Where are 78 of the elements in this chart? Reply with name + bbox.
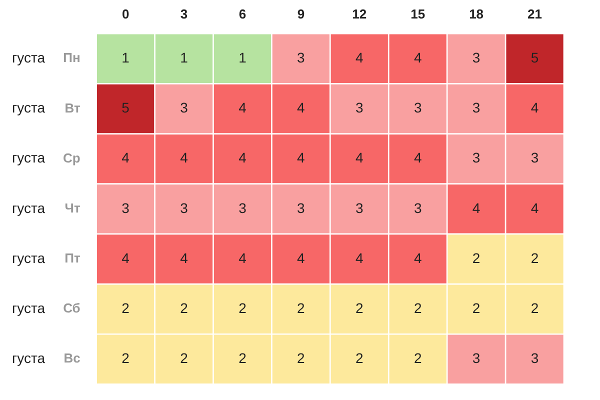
data-label: 3: [297, 50, 306, 66]
data-label: 1: [122, 50, 130, 66]
data-label: 4: [180, 250, 188, 266]
x-tick-label: 15: [410, 6, 426, 22]
data-label: 2: [122, 300, 130, 316]
data-label: 4: [122, 250, 130, 266]
y2-tick-label: Ср: [62, 150, 80, 166]
data-label: 4: [297, 150, 306, 166]
data-label: 2: [355, 300, 364, 316]
data-label: 4: [530, 200, 539, 216]
data-label: 3: [472, 150, 480, 166]
data-label: 3: [472, 50, 480, 66]
y-tick-label: густа: [12, 200, 46, 216]
data-label: 2: [238, 300, 247, 316]
data-label: 4: [297, 250, 306, 266]
y-tick-label: густа: [12, 100, 46, 116]
y2-tick-label: Сб: [63, 300, 80, 316]
data-label: 4: [472, 200, 480, 216]
data-label: 2: [122, 350, 130, 366]
y-tick-label: густа: [12, 150, 46, 166]
data-label: 3: [355, 200, 364, 216]
y2-tick-label: Пт: [64, 250, 80, 266]
y-tick-label: густа: [12, 300, 46, 316]
x-tick-label: 3: [180, 6, 188, 22]
y-tick-label: густа: [12, 350, 46, 366]
data-label: 2: [355, 350, 364, 366]
data-label: 4: [238, 100, 247, 116]
y-tick-label: густа: [12, 250, 46, 266]
data-label: 1: [238, 50, 247, 66]
y2-tick-label: Вс: [64, 350, 80, 366]
data-label: 2: [180, 300, 188, 316]
data-label: 4: [530, 100, 539, 116]
data-label: 4: [297, 100, 306, 116]
data-label: 4: [122, 150, 130, 166]
data-label: 2: [414, 300, 422, 316]
data-label: 3: [414, 200, 422, 216]
y2-tick-label: Пн: [63, 50, 80, 66]
data-label: 3: [180, 100, 188, 116]
data-label: 4: [238, 150, 247, 166]
data-label: 4: [355, 150, 364, 166]
x-tick-label: 6: [238, 6, 246, 22]
data-label: 2: [297, 300, 306, 316]
x-tick-label: 21: [528, 6, 542, 22]
data-label: 2: [530, 300, 539, 316]
data-label: 3: [530, 350, 539, 366]
x-tick-label: 9: [297, 6, 305, 22]
data-label: 3: [355, 100, 364, 116]
data-label: 3: [180, 200, 188, 216]
data-label: 3: [122, 200, 130, 216]
data-label: 2: [297, 350, 306, 366]
data-label: 5: [122, 100, 130, 116]
data-label: 2: [414, 350, 422, 366]
x-tick-label: 12: [352, 6, 367, 22]
data-label: 4: [355, 50, 364, 66]
data-label: 3: [238, 200, 247, 216]
x-tick-label: 18: [469, 6, 484, 22]
data-label: 4: [238, 250, 247, 266]
data-label: 1: [180, 50, 188, 66]
data-label: 2: [472, 250, 480, 266]
data-label: 5: [530, 50, 539, 66]
data-label: 4: [414, 250, 422, 266]
data-label: 3: [530, 150, 539, 166]
data-label: 3: [472, 100, 480, 116]
x-tick-label: 0: [122, 6, 130, 22]
data-label: 3: [472, 350, 480, 366]
data-label: 4: [414, 150, 422, 166]
data-label: 4: [414, 50, 422, 66]
data-label: 4: [355, 250, 364, 266]
data-label: 2: [180, 350, 188, 366]
data-label: 2: [238, 350, 247, 366]
data-label: 2: [472, 300, 480, 316]
y2-tick-label: Чт: [64, 200, 80, 216]
y-tick-label: густа: [12, 50, 46, 66]
y2-tick-label: Вт: [64, 100, 80, 116]
data-label: 3: [297, 200, 306, 216]
data-label: 2: [530, 250, 539, 266]
data-label: 3: [414, 100, 422, 116]
data-label: 4: [180, 150, 188, 166]
